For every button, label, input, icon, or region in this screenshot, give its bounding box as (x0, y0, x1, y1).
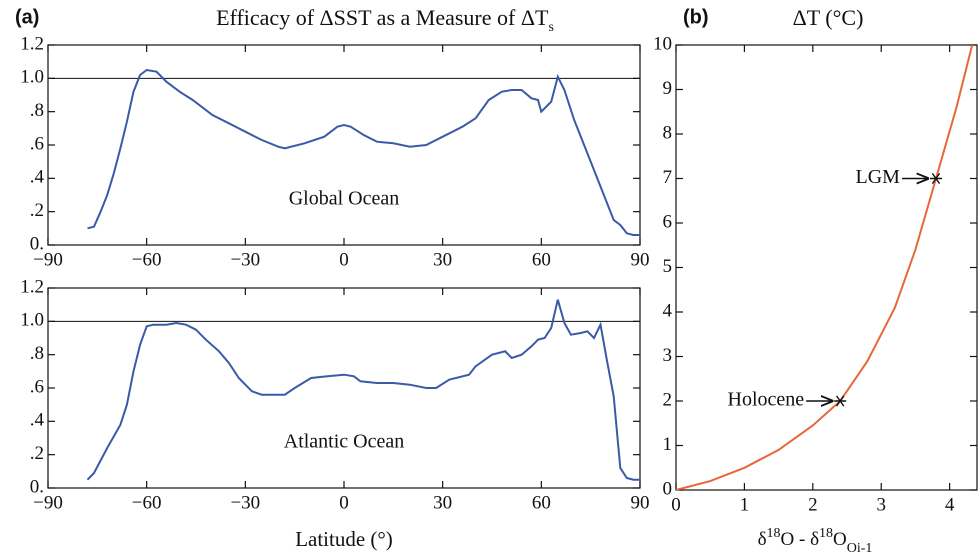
x-axis-label-part: O (833, 529, 847, 550)
y-tick-label: .2 (30, 200, 44, 221)
data-line (86, 299, 640, 481)
y-tick-label: 1.2 (20, 33, 44, 54)
title-part: s (548, 20, 553, 35)
x-axis-label-part: Oi-1 (847, 541, 873, 556)
x-axis-label-part: δ (758, 529, 767, 550)
title: Efficacy of ΔSST as a Measure of ΔTs (216, 5, 554, 35)
x-axis-label: Latitude (°) (295, 527, 393, 551)
x-tick-label: 90 (631, 492, 650, 513)
y-tick-label: 8 (663, 122, 673, 143)
x-tick-label: 0 (339, 492, 349, 513)
y-tick-label: 6 (663, 211, 673, 232)
plot-frame (47, 44, 641, 246)
panel-0: 0. .2 .4 .6 .8 1.0 1.2 −90 −60 −30 0 30 60 90 Global O… (15, 5, 650, 270)
y-tick-label: 9 (663, 78, 673, 99)
y-tick-label: .6 (30, 133, 44, 154)
x-tick-label: 3 (876, 494, 886, 515)
plot-frame (675, 44, 978, 491)
star-marker (834, 395, 847, 407)
x-axis-label: δ18O - δ18OOi-1 (758, 526, 873, 556)
x-tick-label: 30 (433, 492, 452, 513)
title: ΔT (°C) (793, 5, 864, 30)
x-axis-label-part: O - δ (781, 529, 820, 550)
x-tick-label: 60 (532, 492, 551, 513)
panel-label: (a) (15, 6, 39, 28)
panel-1: 0. .2 .4 .6 .8 1.0 1.2 −90 −60 −30 0 30 60 90 Atlantic… (20, 276, 649, 550)
x-tick-label: 4 (945, 494, 955, 515)
x-tick-label: 2 (808, 494, 818, 515)
x-tick-label: −60 (132, 249, 162, 270)
x-tick-label: −30 (230, 249, 260, 270)
y-tick-label: 0. (30, 233, 44, 254)
x-axis-label-part: 18 (767, 526, 781, 541)
star-marker (929, 172, 942, 185)
x-tick-label: 90 (631, 249, 650, 270)
x-tick-label: −30 (230, 492, 260, 513)
title-part: Efficacy of ΔSST as a Measure of ΔT (216, 5, 549, 30)
x-tick-label: −90 (33, 249, 63, 270)
point-label: Holocene (728, 389, 805, 411)
x-tick-label: 1 (740, 494, 750, 515)
x-axis-label-part: 18 (819, 526, 833, 541)
plot-frame (47, 287, 641, 489)
point-label: LGM (856, 166, 901, 188)
panel-annotation: Atlantic Ocean (284, 431, 405, 453)
y-tick-label: .6 (30, 376, 44, 397)
y-tick-label: 1.0 (20, 67, 44, 88)
y-tick-label: 4 (663, 300, 673, 321)
y-tick-label: 2 (663, 389, 673, 410)
x-tick-label: 60 (532, 249, 551, 270)
x-tick-label: −90 (33, 492, 63, 513)
y-tick-label: 1.2 (20, 276, 44, 297)
y-tick-label: .2 (30, 443, 44, 464)
y-tick-label: 7 (663, 167, 673, 188)
y-tick-label: 1 (663, 434, 673, 455)
x-tick-label: 0 (671, 494, 681, 515)
panel-annotation: Global Ocean (289, 188, 400, 210)
data-line (675, 44, 974, 491)
x-tick-label: 30 (433, 249, 452, 270)
y-tick-label: .8 (30, 343, 44, 364)
y-tick-label: 0 (663, 478, 673, 499)
y-tick-label: 3 (663, 345, 673, 366)
y-tick-label: .8 (30, 100, 44, 121)
y-tick-label: .4 (30, 167, 45, 188)
x-tick-label: 0 (339, 249, 349, 270)
y-tick-label: 1.0 (20, 310, 44, 331)
x-tick-label: −60 (132, 492, 162, 513)
y-tick-label: .4 (30, 410, 45, 431)
panel-label: (b) (683, 6, 709, 28)
y-tick-label: 0. (30, 476, 44, 497)
data-line (87, 68, 640, 236)
y-tick-label: 5 (663, 256, 673, 277)
y-tick-label: 10 (653, 33, 672, 54)
